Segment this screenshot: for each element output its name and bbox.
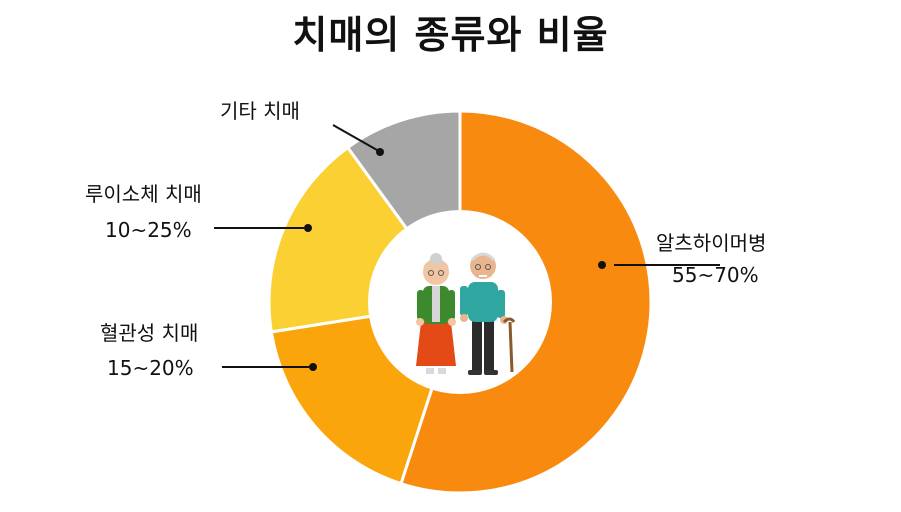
slice-range-vascular: 15~20% — [107, 356, 194, 380]
grandfather-figure — [460, 252, 516, 375]
chart-title: 치매의 종류와 비율 — [292, 13, 609, 57]
other-leader-line — [332, 124, 378, 151]
slice-label-alzheimer: 알츠하이머병 — [656, 231, 766, 255]
slice-range-lewy: 10~25% — [105, 218, 192, 242]
grandmother-figure — [416, 253, 456, 374]
other-leader-dot — [376, 148, 384, 156]
vascular-leader-dot — [309, 363, 317, 371]
slice-label-vascular: 혈관성 치매 — [100, 321, 198, 345]
lewy-leader-dot — [304, 224, 312, 232]
alzheimer-leader-dot — [598, 261, 606, 269]
slice-label-other: 기타 치매 — [220, 99, 300, 123]
slice-label-lewy: 루이소체 치매 — [85, 182, 202, 206]
elderly-couple-illustration — [416, 252, 516, 375]
slice-range-alzheimer: 55~70% — [672, 263, 759, 287]
